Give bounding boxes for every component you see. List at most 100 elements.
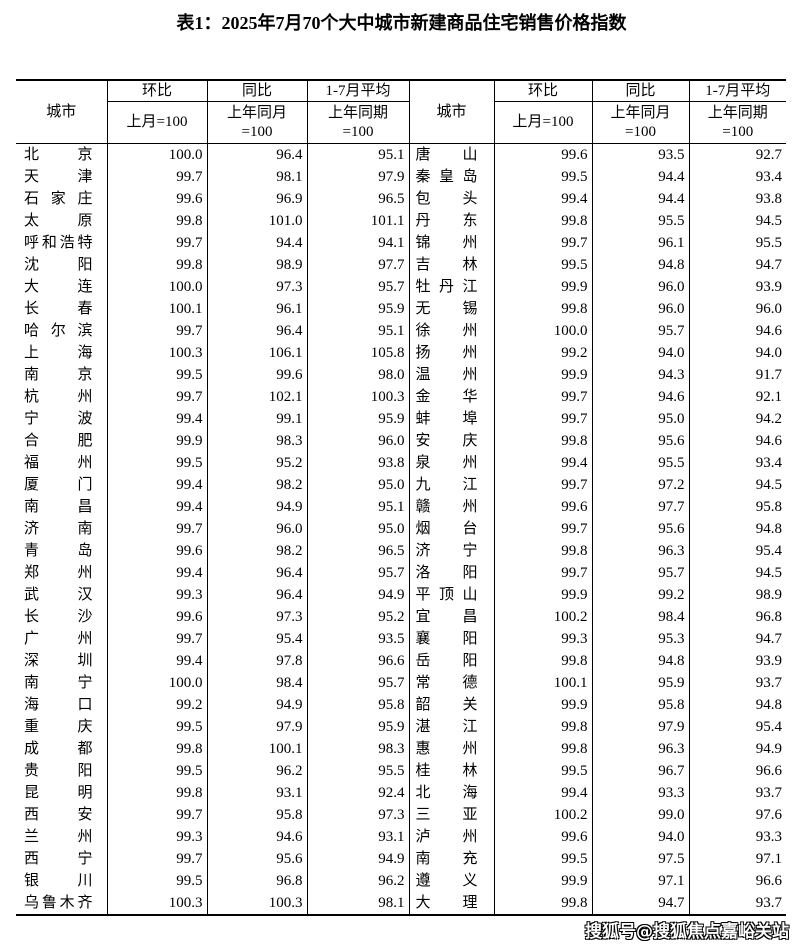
left-mom-cell: 100.3 (106, 892, 207, 915)
right-yoy-cell: 96.0 (591, 298, 689, 320)
right-avg-cell: 96.6 (688, 760, 786, 782)
right-city-cell: 秦皇岛 (408, 166, 494, 188)
table-row: 西安 99.7 95.8 97.3 三亚 100.2 99.0 97.6 (16, 804, 786, 826)
header-mom: 环比 (106, 80, 207, 102)
right-city-cell: 安庆 (408, 430, 494, 452)
right-mom-cell: 100.2 (493, 606, 592, 628)
left-yoy-cell: 96.4 (206, 562, 307, 584)
left-yoy-cell: 95.4 (206, 628, 307, 650)
left-mom-cell: 100.3 (106, 342, 207, 364)
left-avg-cell: 93.5 (306, 628, 409, 650)
left-mom-cell: 99.3 (106, 826, 207, 848)
left-city-cell: 南宁 (24, 674, 93, 691)
table-row: 昆明 99.8 93.1 92.4 北海 99.4 93.3 93.7 (16, 782, 786, 804)
right-city-cell: 惠州 (408, 738, 494, 760)
left-avg-cell: 96.6 (306, 650, 409, 672)
left-mom-cell: 99.4 (106, 474, 207, 496)
header-avg: 1-7月平均 (306, 80, 409, 102)
right-yoy-cell: 95.5 (591, 210, 689, 232)
header-yoy: 同比 (591, 80, 689, 102)
left-avg-cell: 97.3 (306, 804, 409, 826)
right-avg-cell: 95.5 (688, 232, 786, 254)
left-avg-cell: 95.7 (306, 672, 409, 694)
right-mom-cell: 99.8 (493, 650, 592, 672)
left-yoy-cell: 94.6 (206, 826, 307, 848)
left-city-cell: 成都 (24, 740, 93, 757)
table-row: 银川 99.5 96.8 96.2 遵义 99.9 97.1 96.6 (16, 870, 786, 892)
right-mom-cell: 99.5 (493, 760, 592, 782)
table-row: 青岛 99.6 98.2 96.5 济宁 99.8 96.3 95.4 (16, 540, 786, 562)
right-mom-cell: 99.6 (493, 496, 592, 518)
right-mom-cell: 99.7 (493, 408, 592, 430)
right-yoy-cell: 95.9 (591, 672, 689, 694)
right-city-cell: 扬州 (408, 342, 494, 364)
right-city-cell: 徐州 (408, 320, 494, 342)
left-mom-cell: 99.6 (106, 188, 207, 210)
right-avg-cell: 93.7 (688, 672, 786, 694)
table-row: 宁波 99.4 99.1 95.9 蚌埠 99.7 95.0 94.2 (16, 408, 786, 430)
left-avg-cell: 95.9 (306, 408, 409, 430)
right-city-cell: 蚌埠 (408, 408, 494, 430)
right-yoy-cell: 94.3 (591, 364, 689, 386)
right-avg-cell: 95.4 (688, 540, 786, 562)
right-mom-cell: 99.7 (493, 386, 592, 408)
right-mom-cell: 99.9 (493, 694, 592, 716)
right-yoy-cell: 94.4 (591, 166, 689, 188)
left-mom-cell: 99.7 (106, 320, 207, 342)
right-mom-cell: 100.0 (493, 320, 592, 342)
right-avg-cell: 94.5 (688, 210, 786, 232)
right-mom-cell: 99.9 (493, 276, 592, 298)
left-city-cell: 大连 (24, 278, 93, 295)
left-mom-cell: 99.7 (106, 628, 207, 650)
right-city-cell: 湛江 (408, 716, 494, 738)
left-avg-cell: 96.5 (306, 188, 409, 210)
left-yoy-cell: 98.2 (206, 474, 307, 496)
table-body: 北京 100.0 96.4 95.1 唐山 99.6 93.5 92.7 天津 99.7 98.1 9… (16, 143, 786, 915)
table-row: 成都 99.8 100.1 98.3 惠州 99.8 96.3 94.9 (16, 738, 786, 760)
left-yoy-cell: 96.0 (206, 518, 307, 540)
right-yoy-cell: 95.6 (591, 518, 689, 540)
left-city-cell: 石家庄 (24, 190, 93, 207)
right-city-cell: 九江 (408, 474, 494, 496)
left-city-cell: 哈尔滨 (24, 322, 93, 339)
right-city-cell: 唐山 (408, 143, 494, 166)
left-mom-cell: 99.4 (106, 650, 207, 672)
left-yoy-cell: 97.3 (206, 276, 307, 298)
right-yoy-cell: 95.6 (591, 430, 689, 452)
header-avg: 1-7月平均 (688, 80, 786, 102)
left-mom-cell: 99.7 (106, 232, 207, 254)
right-yoy-cell: 95.3 (591, 628, 689, 650)
right-city-cell: 泸州 (408, 826, 494, 848)
left-yoy-cell: 102.1 (206, 386, 307, 408)
left-city-cell: 西安 (24, 806, 93, 823)
right-city-cell: 桂林 (408, 760, 494, 782)
table-row: 哈尔滨 99.7 96.4 95.1 徐州 100.0 95.7 94.6 (16, 320, 786, 342)
header-yoy: 同比 (206, 80, 307, 102)
table-row: 北京 100.0 96.4 95.1 唐山 99.6 93.5 92.7 (16, 143, 786, 166)
right-city-cell: 北海 (408, 782, 494, 804)
left-yoy-cell: 97.3 (206, 606, 307, 628)
right-avg-cell: 96.0 (688, 298, 786, 320)
left-city-cell: 重庆 (24, 718, 93, 735)
table-row: 贵阳 99.5 96.2 95.5 桂林 99.5 96.7 96.6 (16, 760, 786, 782)
right-yoy-cell: 96.3 (591, 738, 689, 760)
left-yoy-cell: 96.2 (206, 760, 307, 782)
table-row: 西宁 99.7 95.6 94.9 南充 99.5 97.5 97.1 (16, 848, 786, 870)
left-mom-cell: 99.5 (106, 870, 207, 892)
left-city-cell: 合肥 (24, 432, 93, 449)
left-city-cell: 广州 (24, 630, 93, 647)
left-avg-cell: 94.1 (306, 232, 409, 254)
right-yoy-cell: 95.5 (591, 452, 689, 474)
left-yoy-cell: 94.4 (206, 232, 307, 254)
table-row: 杭州 99.7 102.1 100.3 金华 99.7 94.6 92.1 (16, 386, 786, 408)
table-title: 表1：2025年7月70个大中城市新建商品住宅销售价格指数 (176, 13, 627, 33)
left-yoy-cell: 96.4 (206, 320, 307, 342)
right-mom-cell: 99.9 (493, 870, 592, 892)
left-avg-cell: 93.8 (306, 452, 409, 474)
left-yoy-cell: 98.4 (206, 672, 307, 694)
right-avg-cell: 94.8 (688, 694, 786, 716)
right-yoy-cell: 94.8 (591, 254, 689, 276)
right-yoy-cell: 97.9 (591, 716, 689, 738)
right-avg-cell: 94.9 (688, 738, 786, 760)
right-yoy-cell: 97.5 (591, 848, 689, 870)
